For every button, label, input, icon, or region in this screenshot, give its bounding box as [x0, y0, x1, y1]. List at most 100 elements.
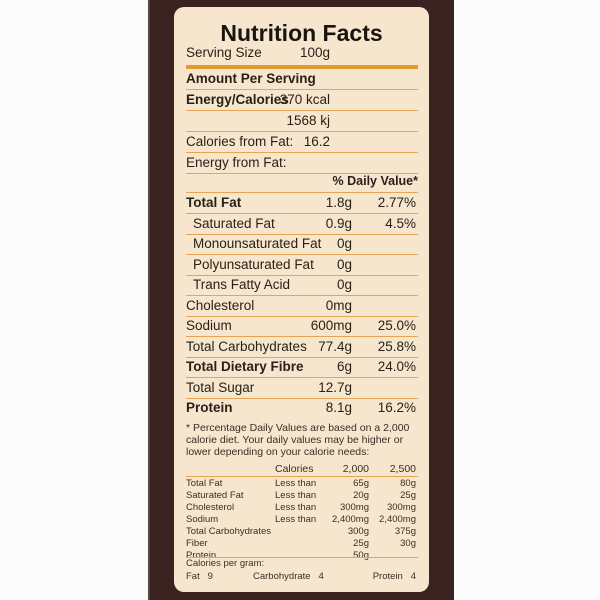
reference-header-2500: 2,500	[389, 463, 416, 475]
divider	[186, 233, 418, 235]
reference-qualifier: Less than	[275, 478, 317, 489]
reference-row: Cholesterol Less than 300mg 300mg	[186, 502, 418, 514]
protein-per-gram: Protein 4	[372, 571, 416, 582]
calories-per-gram-label: Calories per gram:	[186, 558, 418, 570]
calories-per-gram-row: Fat 9 Carbohydrate 4 Protein 4	[186, 571, 418, 583]
calories-from-fat-row: Calories from Fat: 16.2	[186, 132, 418, 152]
reference-header: Calories 2,000 2,500	[186, 463, 418, 475]
energy-from-fat-label: Energy from Fat:	[186, 155, 287, 170]
daily-value-header-label: % Daily Value*	[332, 174, 418, 188]
energy-from-fat-row: Energy from Fat:	[186, 153, 418, 173]
nutrient-amount: 0g	[336, 256, 352, 272]
reference-2500-value: 2,400mg	[379, 514, 416, 525]
divider	[186, 315, 418, 317]
reference-2000-value: 25g	[353, 538, 369, 549]
reference-2000-value: 20g	[353, 490, 369, 501]
energy-row: Energy/Calories 370 kcal	[186, 90, 418, 110]
divider	[186, 213, 418, 214]
nutrient-row: Total Sugar 12.7g	[186, 378, 418, 398]
divider	[186, 397, 418, 399]
reference-header-2000: 2,000	[342, 463, 369, 475]
nutrient-row: Total Carbohydrates 77.4g 25.8%	[186, 337, 418, 357]
nutrient-daily-value: 2.77%	[377, 195, 416, 210]
nutrient-label: Cholesterol	[186, 297, 255, 313]
reference-row: Protein 50g	[186, 550, 418, 562]
nutrient-amount: 12.7g	[318, 379, 352, 395]
nutrient-row: Cholesterol 0mg	[186, 296, 418, 316]
nutrient-amount: 0g	[336, 277, 352, 292]
nutrient-amount: 6g	[336, 359, 352, 374]
reference-row: Fiber 25g 30g	[186, 538, 418, 550]
reference-row: Saturated Fat Less than 20g 25g	[186, 490, 418, 502]
nutrient-label: Polyunsaturated Fat	[193, 256, 314, 272]
nutrient-amount: 1.8g	[325, 195, 352, 210]
divider	[186, 295, 418, 296]
nutrient-amount: 600mg	[310, 318, 352, 333]
divider	[186, 152, 418, 153]
reference-2500-value: 30g	[400, 538, 416, 549]
calories-per-gram-text: Calories per gram:	[186, 558, 265, 569]
calories-from-fat-label: Calories from Fat:	[186, 134, 294, 149]
reference-nutrient: Fiber	[186, 538, 208, 549]
reference-row: Sodium Less than 2,400mg 2,400mg	[186, 514, 418, 526]
divider	[186, 274, 418, 276]
footnote: * Percentage Daily Values are based on a…	[186, 422, 410, 458]
nutrient-row: Trans Fatty Acid 0g	[186, 275, 418, 295]
nutrition-label: Nutrition Facts Serving Size 100g Amount…	[174, 7, 429, 592]
nutrient-label: Total Carbohydrates	[186, 338, 307, 354]
nutrient-amount: 8.1g	[325, 400, 352, 415]
carbohydrate-per-gram: Carbohydrate 4	[253, 571, 324, 582]
divider	[186, 173, 418, 174]
reference-nutrient: Sodium	[186, 514, 219, 525]
nutrient-amount: 0.9g	[325, 215, 352, 231]
amount-per-serving: Amount Per Serving	[186, 69, 418, 89]
reference-row: Total Fat Less than 65g 80g	[186, 478, 418, 490]
reference-2500-value: 300mg	[386, 502, 416, 513]
nutrient-row: Total Fat 1.8g 2.77%	[186, 193, 418, 213]
serving-size-label: Serving Size	[186, 45, 262, 60]
nutrient-amount: 0mg	[325, 297, 352, 313]
nutrient-label: Trans Fatty Acid	[193, 277, 291, 292]
nutrient-daily-value: 25.8%	[377, 338, 416, 354]
reference-nutrient: Cholesterol	[186, 502, 235, 513]
divider	[186, 356, 418, 358]
fat-per-gram: Fat 9	[186, 571, 213, 582]
nutrient-label: Sodium	[186, 318, 232, 333]
energy-kj: 1568 kj	[286, 113, 330, 128]
nutrient-row: Total Dietary Fibre 6g 24.0%	[186, 357, 418, 377]
energy-kj-row: 1568 kj	[186, 111, 418, 131]
divider	[186, 110, 418, 111]
reference-header-calories: Calories	[275, 463, 314, 475]
calories-from-fat-value: 16.2	[303, 134, 330, 149]
label-title: Nutrition Facts	[220, 20, 383, 46]
nutrient-daily-value: 16.2%	[377, 400, 416, 415]
nutrient-row: Monounsaturated Fat 0g	[186, 234, 418, 254]
nutrient-label: Total Dietary Fibre	[186, 359, 304, 374]
nutrient-label: Total Fat	[186, 195, 242, 210]
thick-divider	[186, 65, 418, 69]
reference-2000-value: 300mg	[339, 502, 369, 513]
nutrient-amount: 77.4g	[318, 338, 352, 354]
nutrient-row: Protein 8.1g 16.2%	[186, 398, 418, 418]
reference-qualifier: Less than	[275, 490, 317, 501]
reference-2500-value: 80g	[400, 478, 416, 489]
nutrient-label: Total Sugar	[186, 379, 255, 395]
reference-nutrient: Total Carbohydrates	[186, 526, 272, 537]
reference-qualifier: Less than	[275, 514, 317, 525]
nutrient-daily-value: 4.5%	[385, 215, 416, 231]
reference-2000-value: 2,400mg	[332, 514, 369, 525]
nutrient-daily-value: 25.0%	[377, 318, 416, 333]
reference-2000-value: 50g	[353, 550, 369, 561]
reference-qualifier: Less than	[275, 502, 317, 513]
nutrient-row: Saturated Fat 0.9g 4.5%	[186, 214, 418, 234]
reference-row: Total Carbohydrates 300g 375g	[186, 526, 418, 538]
nutrient-label: Protein	[186, 400, 233, 415]
serving-size-value: 100g	[299, 45, 330, 60]
serving-size-row: Serving Size 100g	[186, 43, 418, 63]
energy-label: Energy/Calories	[186, 92, 289, 107]
divider	[186, 131, 418, 132]
nutrient-row: Polyunsaturated Fat 0g	[186, 255, 418, 275]
nutrient-amount: 0g	[336, 236, 352, 251]
divider	[186, 89, 418, 90]
divider	[186, 254, 418, 255]
